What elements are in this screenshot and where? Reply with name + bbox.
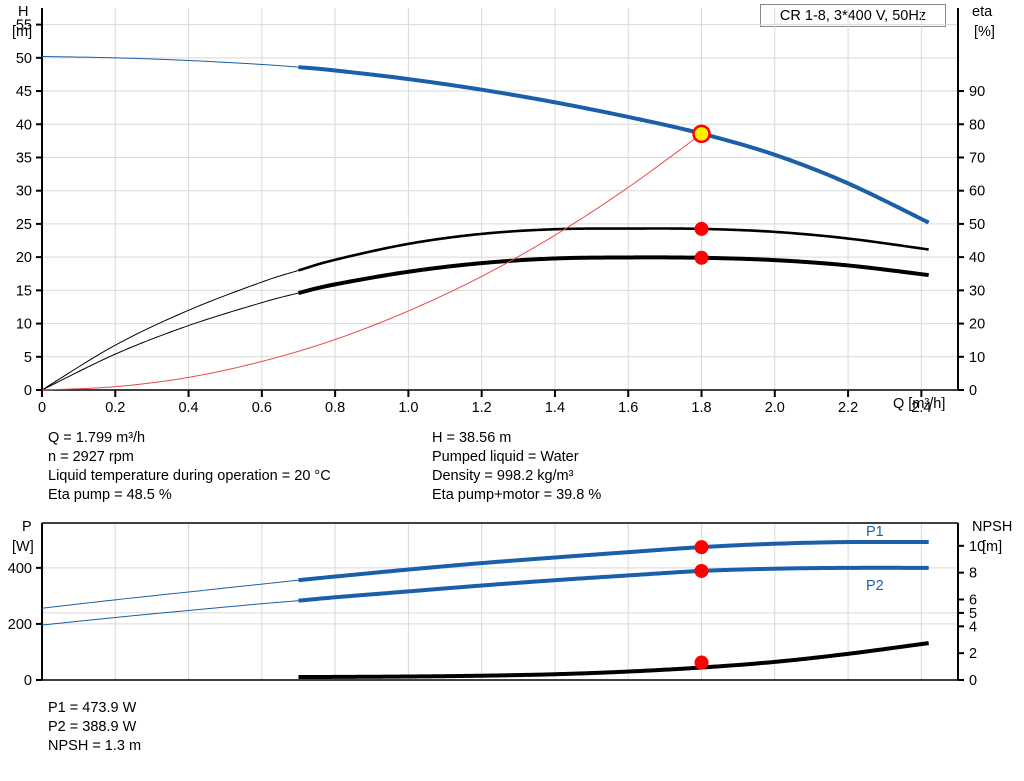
lower-y-tick-label: 400: [8, 561, 32, 577]
upper-y2-tick-label: 10: [969, 350, 985, 366]
operating-data-right-line-0: H = 38.56 m: [432, 430, 512, 446]
upper-y2-axis-title-line2: [%]: [974, 24, 995, 40]
curve-p1: [41, 539, 929, 609]
duty-point-head: [692, 124, 711, 144]
lower-y2-tick-label: 10: [969, 539, 985, 555]
upper-x-tick-label: 0.4: [178, 400, 198, 416]
curve-npsh: [298, 641, 929, 680]
curve-eta-pump: [41, 255, 929, 391]
upper-x-tick-label: 1.4: [545, 400, 565, 416]
upper-y-tick-label: 50: [16, 51, 32, 67]
power-npsh-chart: 0 200 400 0 2 456 8 10: [8, 522, 985, 689]
pump-model-label: CR 1-8, 3*400 V, 50Hz: [779, 7, 927, 24]
power-data-line-2: NPSH = 1.3 m: [48, 738, 142, 754]
upper-x-tick-label: 1.8: [691, 400, 711, 416]
lower-y2-tick-label: 6: [969, 592, 977, 608]
upper-y-tick-label: 55: [16, 18, 32, 34]
power-data-line-0: P1 = 473.9 W: [48, 700, 137, 716]
lower-y-tick-label: 0: [24, 673, 32, 689]
upper-y2-tick-label: 80: [969, 117, 985, 133]
upper-y-tick-label: 5: [24, 350, 32, 366]
duty-point-p2: [694, 563, 709, 578]
lower-y2-axis-title-line2: [m]: [982, 539, 1003, 555]
upper-y2-tick-label: 0: [969, 383, 977, 399]
power-data-left: P1 = 473.9 W P2 = 388.9 W NPSH = 1.3 m: [48, 699, 141, 756]
upper-y-axis-title-line2: [m]: [12, 24, 33, 40]
upper-y-axis-title-line1: H: [18, 4, 29, 20]
lower-y2-tick-label: 8: [969, 566, 977, 582]
operating-data-right-line-3: Eta pump+motor = 39.8 %: [432, 487, 602, 503]
lower-y-axis-ticks: 0 200 400: [8, 561, 42, 689]
upper-x-tick-label: 2.2: [838, 400, 858, 416]
operating-data-left-line-1: n = 2927 rpm: [48, 449, 134, 465]
head-efficiency-chart: 0 5 10 15 20 25 30 35 40 45 50 55 0 10 20 30 40 50 60 70 80 9…: [16, 8, 985, 416]
upper-y-tick-label: 30: [16, 184, 32, 200]
operating-data-right-line-2: Density = 998.2 kg/m³: [432, 468, 574, 484]
upper-y-tick-label: 10: [16, 317, 32, 333]
duty-point-npsh: [694, 655, 709, 670]
upper-x-axis-title: Q [m³/h]: [893, 396, 946, 412]
upper-y2-tick-label: 60: [969, 184, 985, 200]
upper-y2-tick-label: 90: [969, 84, 985, 100]
upper-x-tick-label: 2.4: [911, 400, 931, 416]
lower-y2-tick-label: 5: [969, 606, 977, 622]
lower-y-axis-title-line2: [W]: [12, 539, 34, 555]
p1-curve-label: P1: [866, 524, 884, 540]
pump-model-title-box: CR 1-8, 3*400 V, 50Hz: [760, 4, 946, 27]
upper-y2-tick-label: 50: [969, 217, 985, 233]
upper-x-tick-label: 0.8: [325, 400, 345, 416]
operating-data-right-line-1: Pumped liquid = Water: [432, 449, 579, 465]
lower-y2-tick-label: 2: [969, 646, 977, 662]
curve-h: [41, 56, 930, 225]
lower-y2-axis-title-line1: NPSH: [972, 519, 1013, 535]
upper-y2-tick-label: 20: [969, 317, 985, 333]
upper-y-tick-label: 0: [24, 383, 32, 399]
power-data-line-1: P2 = 388.9 W: [48, 719, 137, 735]
lower-y2-axis-ticks: 0 2 456 8 10: [958, 539, 985, 689]
upper-x-tick-label: 2.0: [765, 400, 785, 416]
upper-y-tick-label: 25: [16, 217, 32, 233]
duty-point-p1: [694, 540, 709, 555]
upper-x-axis-ticks: 0 0.2 0.4 0.6 0.8 1.0 1.2 1.4 1.6 1.8 2.0 2.2 2.4: [38, 390, 931, 416]
operating-data-right: H = 38.56 m Pumped liquid = Water Densit…: [432, 429, 601, 505]
upper-y-tick-label: 15: [16, 283, 32, 299]
lower-y2-tick-label: 0: [969, 673, 977, 689]
lower-y-tick-label: 200: [8, 617, 32, 633]
upper-y-tick-label: 35: [16, 150, 32, 166]
operating-data-left-line-3: Eta pump = 48.5 %: [48, 487, 172, 503]
upper-y2-axis-title-line1: eta: [972, 4, 993, 20]
p2-curve-label: P2: [866, 578, 884, 594]
upper-x-tick-label: 1.6: [618, 400, 638, 416]
duty-point-eta-pump-motor: [694, 221, 709, 236]
upper-x-tick-label: 0.2: [105, 400, 125, 416]
upper-y-tick-label: 45: [16, 84, 32, 100]
operating-data-left-line-2: Liquid temperature during operation = 20…: [48, 468, 331, 484]
upper-y2-axis-ticks: 0 10 20 30 40 50 60 70 80 90: [958, 84, 985, 399]
upper-y-axis-ticks: 0 5 10 15 20 25 30 35 40 45 50 55: [16, 18, 42, 399]
lower-axes: [41, 522, 959, 681]
upper-y-tick-label: 40: [16, 117, 32, 133]
operating-data-left-line-0: Q = 1.799 m³/h: [48, 430, 146, 446]
upper-x-tick-label: 0: [38, 400, 46, 416]
lower-y-axis-title-line1: P: [22, 519, 32, 535]
curve-system-curve: [41, 133, 702, 391]
upper-y2-tick-label: 30: [969, 283, 985, 299]
upper-y2-tick-label: 70: [969, 150, 985, 166]
lower-y2-tick-label: 4: [969, 619, 977, 635]
upper-y2-tick-label: 40: [969, 250, 985, 266]
upper-x-tick-label: 0.6: [252, 400, 272, 416]
upper-axes: [41, 8, 959, 391]
curve-eta-pump-motor: [41, 227, 929, 391]
curve-p2: [41, 565, 929, 626]
lower-gridlines: [42, 523, 958, 680]
upper-gridlines: [42, 8, 958, 390]
duty-point-eta-pump: [694, 250, 709, 265]
upper-y-tick-label: 20: [16, 250, 32, 266]
operating-data-left: Q = 1.799 m³/h n = 2927 rpm Liquid tempe…: [48, 429, 331, 505]
upper-x-tick-label: 1.2: [472, 400, 492, 416]
upper-x-tick-label: 1.0: [398, 400, 418, 416]
